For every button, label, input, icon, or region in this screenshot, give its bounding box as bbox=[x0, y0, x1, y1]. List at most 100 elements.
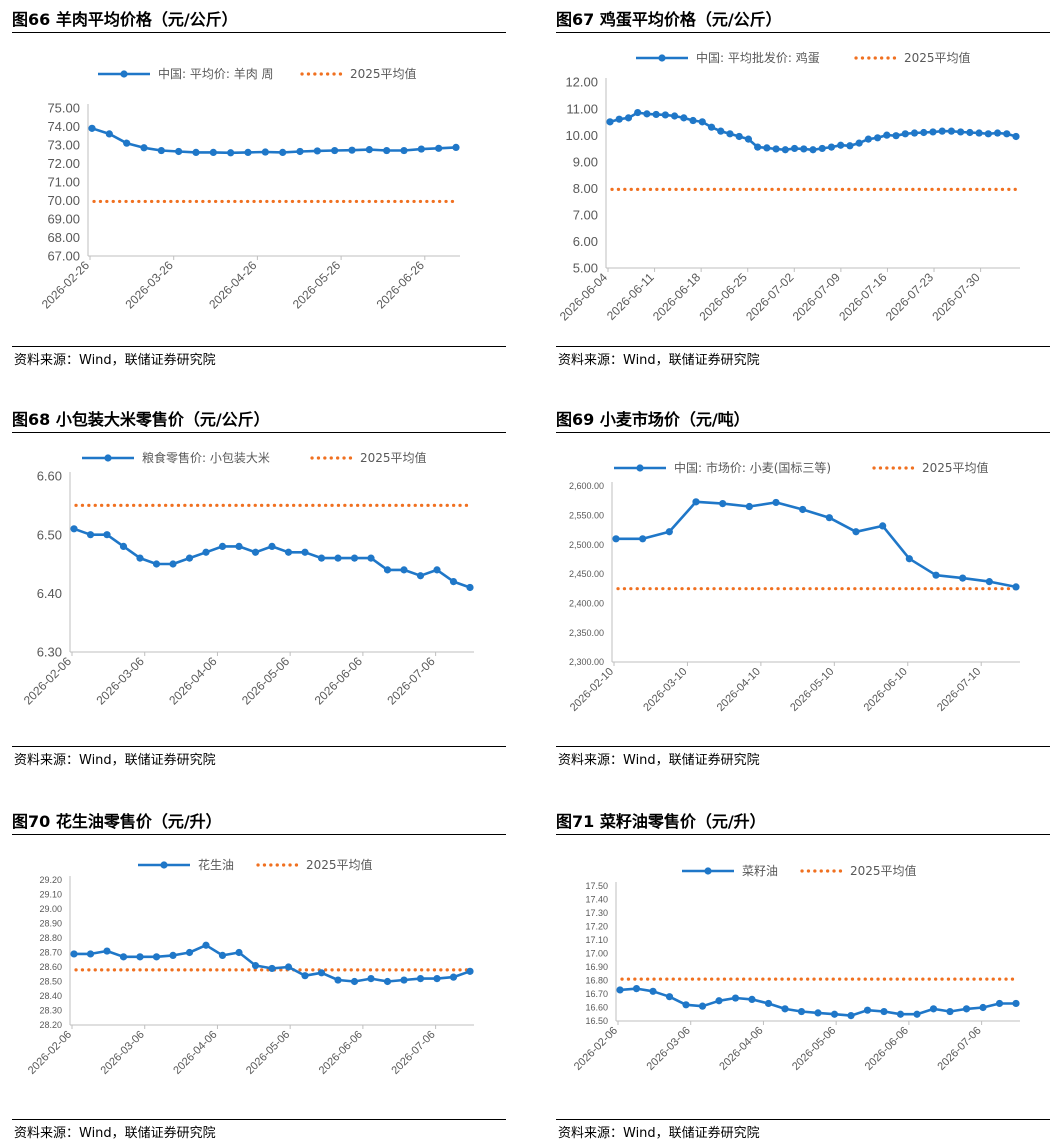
data-point bbox=[847, 1012, 855, 1020]
data-point bbox=[466, 583, 474, 592]
data-point bbox=[433, 566, 441, 574]
data-point bbox=[251, 961, 260, 970]
y-tick-label: 2,350.00 bbox=[569, 628, 604, 638]
data-point bbox=[639, 535, 647, 543]
y-tick-label: 28.70 bbox=[39, 948, 62, 958]
data-point bbox=[920, 128, 928, 137]
data-point bbox=[680, 114, 688, 122]
legend-series-marker bbox=[104, 454, 112, 462]
chart-title: 图70 花生油零售价（元/升） bbox=[12, 812, 222, 831]
data-point bbox=[119, 953, 128, 961]
y-tick-label: 9.00 bbox=[573, 154, 598, 169]
legend-series-label: 中国: 平均价: 羊肉 周 bbox=[158, 66, 274, 81]
x-tick-label: 2026-02-06 bbox=[21, 654, 75, 708]
data-point bbox=[643, 110, 651, 118]
x-tick-label: 2026-05-06 bbox=[244, 1029, 292, 1077]
series-line bbox=[616, 500, 1017, 589]
legend-series-label: 中国: 市场价: 小麦(国标三等) bbox=[674, 460, 831, 475]
data-point bbox=[284, 548, 293, 556]
data-point bbox=[754, 143, 762, 151]
data-point bbox=[313, 147, 321, 155]
data-point bbox=[202, 941, 210, 949]
data-point bbox=[966, 128, 974, 137]
data-point bbox=[452, 143, 460, 152]
data-point bbox=[70, 950, 78, 958]
chart-title: 图67 鸡蛋平均价格（元/公斤） bbox=[556, 10, 782, 29]
y-tick-label: 28.50 bbox=[39, 977, 62, 987]
series-line bbox=[91, 127, 457, 155]
source-note: 资料来源：Wind，联储证券研究院 bbox=[558, 753, 760, 768]
data-point bbox=[896, 1010, 905, 1018]
data-point bbox=[946, 1007, 954, 1016]
data-point bbox=[665, 528, 673, 536]
panel-fig71: 图71 菜籽油零售价（元/升） 16.50 16.60 16.70 16.80 16.9… bbox=[556, 808, 1050, 1144]
data-point bbox=[975, 129, 983, 137]
data-point bbox=[864, 135, 872, 143]
x-tick-label: 2026-04-06 bbox=[171, 1029, 219, 1077]
data-point bbox=[209, 148, 217, 156]
data-point bbox=[367, 554, 375, 562]
legend-series-marker bbox=[636, 464, 644, 472]
data-point bbox=[261, 148, 269, 156]
x-tick-label: 2026-02-10 bbox=[568, 666, 616, 714]
data-point bbox=[383, 566, 392, 574]
data-point bbox=[296, 147, 304, 156]
x-tick-label: 2026-06-25 bbox=[697, 270, 751, 324]
x-tick-label: 2026-05-10 bbox=[788, 666, 836, 714]
data-point bbox=[692, 498, 700, 506]
data-point bbox=[649, 987, 657, 995]
x-tick-label: 2026-06-26 bbox=[374, 258, 428, 312]
x-tick-label: 2026-06-11 bbox=[604, 270, 657, 323]
data-point bbox=[350, 977, 359, 986]
data-point bbox=[103, 947, 111, 955]
data-point bbox=[715, 997, 723, 1005]
data-point bbox=[365, 146, 373, 154]
data-point bbox=[185, 948, 194, 957]
data-point bbox=[1012, 999, 1020, 1008]
data-point bbox=[689, 116, 697, 125]
y-tick-label: 16.60 bbox=[585, 1003, 608, 1013]
y-tick-label: 69.00 bbox=[47, 212, 80, 227]
source-note: 资料来源：Wind，联储证券研究院 bbox=[14, 1126, 216, 1141]
title-rule bbox=[556, 32, 1050, 33]
y-tick-label: 2,400.00 bbox=[569, 599, 604, 609]
data-point bbox=[763, 144, 771, 152]
y-tick-label: 29.10 bbox=[39, 890, 62, 900]
y-tick-label: 8.00 bbox=[573, 181, 598, 196]
data-point bbox=[416, 975, 425, 983]
data-point bbox=[70, 525, 78, 533]
x-tick-label: 2026-05-06 bbox=[239, 654, 293, 708]
data-point bbox=[879, 522, 887, 530]
data-point bbox=[846, 142, 854, 150]
data-point bbox=[350, 554, 359, 562]
x-tick-label: 2026-04-06 bbox=[166, 654, 220, 708]
y-tick-label: 28.60 bbox=[39, 962, 62, 972]
y-tick-label: 28.90 bbox=[39, 919, 62, 929]
data-point bbox=[1012, 583, 1020, 591]
y-tick-label: 10.00 bbox=[565, 128, 598, 143]
source-rule bbox=[12, 346, 506, 347]
y-tick-label: 2,500.00 bbox=[569, 540, 604, 550]
y-tick-label: 28.20 bbox=[39, 1020, 62, 1030]
legend-avg-label: 2025平均值 bbox=[350, 66, 417, 81]
data-point bbox=[892, 132, 900, 140]
data-point bbox=[227, 149, 235, 157]
data-point bbox=[682, 1001, 690, 1009]
data-point bbox=[235, 542, 243, 550]
data-point bbox=[136, 554, 144, 562]
y-tick-label: 6.40 bbox=[37, 586, 62, 601]
y-tick-label: 29.00 bbox=[39, 904, 62, 914]
data-point bbox=[615, 115, 623, 123]
y-tick-label: 73.00 bbox=[47, 138, 80, 153]
data-point bbox=[883, 131, 891, 139]
data-point bbox=[959, 574, 967, 582]
data-point bbox=[901, 130, 909, 138]
source-rule bbox=[556, 1119, 1050, 1120]
data-point bbox=[301, 548, 309, 556]
legend-avg-label: 2025平均值 bbox=[850, 863, 917, 878]
data-point bbox=[218, 542, 227, 550]
data-point bbox=[105, 130, 113, 138]
x-tick-label: 2026-04-26 bbox=[206, 258, 260, 312]
x-tick-label: 2026-07-10 bbox=[935, 666, 983, 714]
y-tick-label: 17.30 bbox=[585, 908, 608, 918]
